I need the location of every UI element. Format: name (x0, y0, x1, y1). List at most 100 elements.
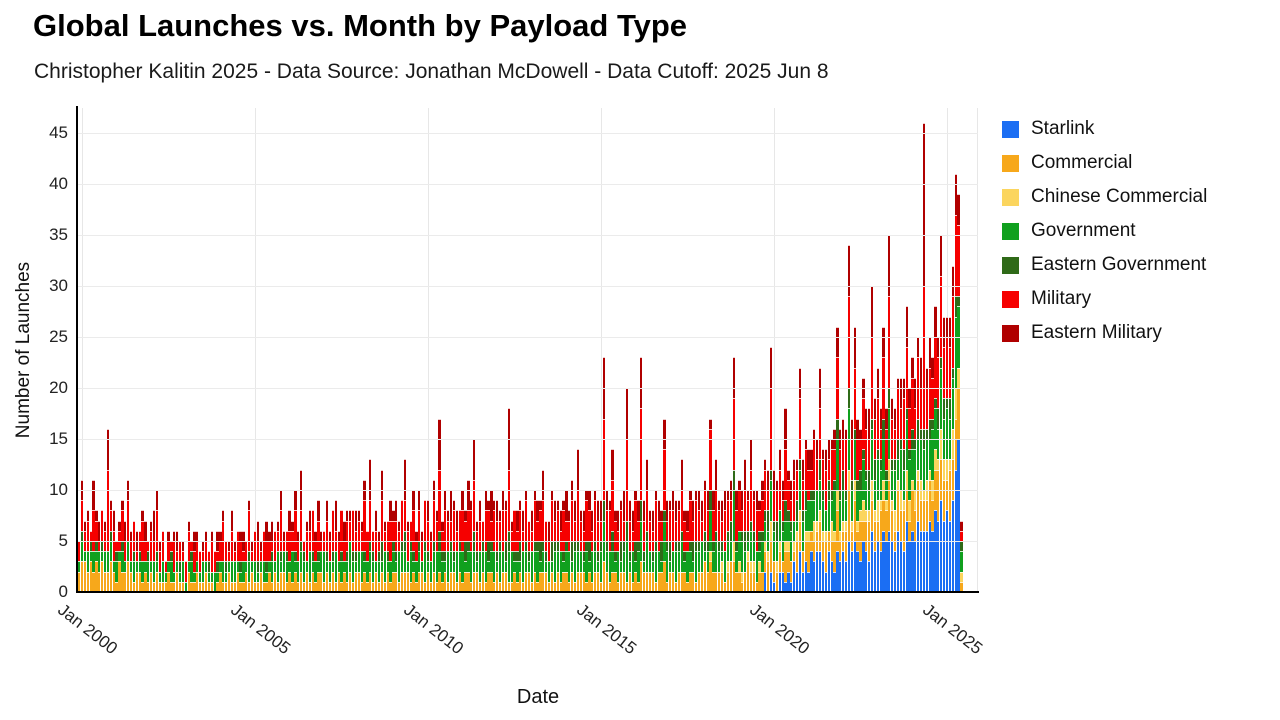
month-bar[interactable] (821, 449, 825, 592)
month-bar[interactable] (697, 490, 701, 592)
month-bar[interactable] (101, 510, 104, 592)
month-bar[interactable] (547, 520, 551, 592)
month-bar[interactable] (908, 388, 911, 592)
month-bar[interactable] (207, 551, 210, 592)
month-bar[interactable] (115, 541, 118, 592)
month-bar[interactable] (444, 490, 447, 592)
month-bar[interactable] (268, 530, 271, 592)
month-bar[interactable] (230, 510, 234, 592)
month-bar[interactable] (201, 541, 205, 592)
month-bar[interactable] (409, 520, 412, 592)
month-bar[interactable] (424, 500, 427, 592)
month-bar[interactable] (628, 500, 631, 592)
month-bar[interactable] (470, 500, 473, 592)
month-bar[interactable] (346, 510, 349, 592)
month-bar[interactable] (795, 459, 799, 592)
month-bar[interactable] (418, 490, 421, 592)
month-bar[interactable] (167, 530, 170, 592)
month-bar[interactable] (712, 490, 715, 592)
month-bar[interactable] (380, 469, 383, 592)
month-bar[interactable] (671, 490, 675, 592)
month-bar[interactable] (660, 510, 663, 592)
month-bar[interactable] (366, 530, 369, 592)
month-bar[interactable] (680, 459, 683, 592)
month-bar[interactable] (213, 551, 216, 592)
month-bar[interactable] (467, 479, 470, 592)
month-bar[interactable] (225, 541, 228, 592)
month-bar[interactable] (542, 469, 545, 592)
month-bar[interactable] (124, 520, 127, 592)
month-bar[interactable] (801, 459, 804, 592)
month-bar[interactable] (746, 490, 750, 592)
month-bar[interactable] (496, 500, 499, 592)
plot-area[interactable] (78, 108, 978, 592)
month-bar[interactable] (513, 510, 516, 592)
month-bar[interactable] (804, 439, 807, 592)
month-bar[interactable] (412, 490, 415, 592)
month-bar[interactable] (599, 500, 603, 592)
legend-item-military[interactable]: Military (1002, 282, 1207, 316)
month-bar[interactable] (738, 479, 741, 592)
month-bar[interactable] (121, 500, 124, 592)
month-bar[interactable] (928, 337, 931, 592)
month-bar[interactable] (449, 490, 453, 592)
month-bar[interactable] (666, 500, 669, 592)
month-bar[interactable] (588, 490, 591, 592)
month-bar[interactable] (605, 490, 608, 592)
month-bar[interactable] (951, 265, 954, 592)
month-bar[interactable] (735, 490, 738, 592)
month-bar[interactable] (683, 510, 686, 592)
month-bar[interactable] (484, 490, 487, 592)
month-bar[interactable] (669, 500, 672, 592)
month-bar[interactable] (320, 530, 323, 592)
month-bar[interactable] (487, 500, 490, 592)
month-bar[interactable] (674, 500, 678, 592)
month-bar[interactable] (726, 490, 729, 592)
month-bar[interactable] (314, 530, 317, 592)
month-bar[interactable] (865, 408, 868, 592)
month-bar[interactable] (178, 541, 182, 592)
month-bar[interactable] (755, 490, 758, 592)
month-bar[interactable] (421, 530, 424, 592)
month-bar[interactable] (787, 469, 790, 592)
month-bar[interactable] (527, 520, 531, 592)
month-bar[interactable] (608, 500, 611, 592)
month-bar[interactable] (227, 541, 231, 592)
month-bar[interactable] (305, 520, 309, 592)
month-bar[interactable] (709, 418, 712, 592)
month-bar[interactable] (262, 530, 265, 592)
month-bar[interactable] (170, 541, 173, 592)
month-bar[interactable] (236, 530, 239, 592)
legend-item-chinese[interactable]: Chinese Commercial (1002, 180, 1207, 214)
month-bar[interactable] (490, 490, 493, 592)
month-bar[interactable] (190, 541, 193, 592)
month-bar[interactable] (357, 510, 360, 592)
month-bar[interactable] (458, 510, 461, 592)
month-bar[interactable] (256, 520, 259, 592)
month-bar[interactable] (654, 490, 657, 592)
month-bar[interactable] (657, 500, 660, 592)
month-bar[interactable] (914, 377, 917, 592)
legend-item-government[interactable]: Government (1002, 214, 1207, 248)
month-bar[interactable] (545, 520, 548, 592)
month-bar[interactable] (620, 500, 623, 592)
month-bar[interactable] (689, 490, 692, 592)
month-bar[interactable] (173, 530, 176, 592)
month-bar[interactable] (695, 490, 698, 592)
month-bar[interactable] (259, 541, 262, 592)
month-bar[interactable] (550, 490, 554, 592)
month-bar[interactable] (150, 520, 153, 592)
month-bar[interactable] (282, 530, 285, 592)
month-bar[interactable] (392, 510, 395, 592)
month-bar[interactable] (793, 459, 796, 592)
month-bar[interactable] (239, 530, 242, 592)
month-bar[interactable] (317, 500, 320, 592)
month-bar[interactable] (377, 530, 381, 592)
month-bar[interactable] (311, 510, 314, 592)
month-bar[interactable] (328, 530, 332, 592)
month-bar[interactable] (553, 500, 556, 592)
month-bar[interactable] (533, 490, 536, 592)
month-bar[interactable] (481, 520, 484, 592)
month-bar[interactable] (784, 408, 787, 592)
month-bar[interactable] (718, 500, 721, 592)
